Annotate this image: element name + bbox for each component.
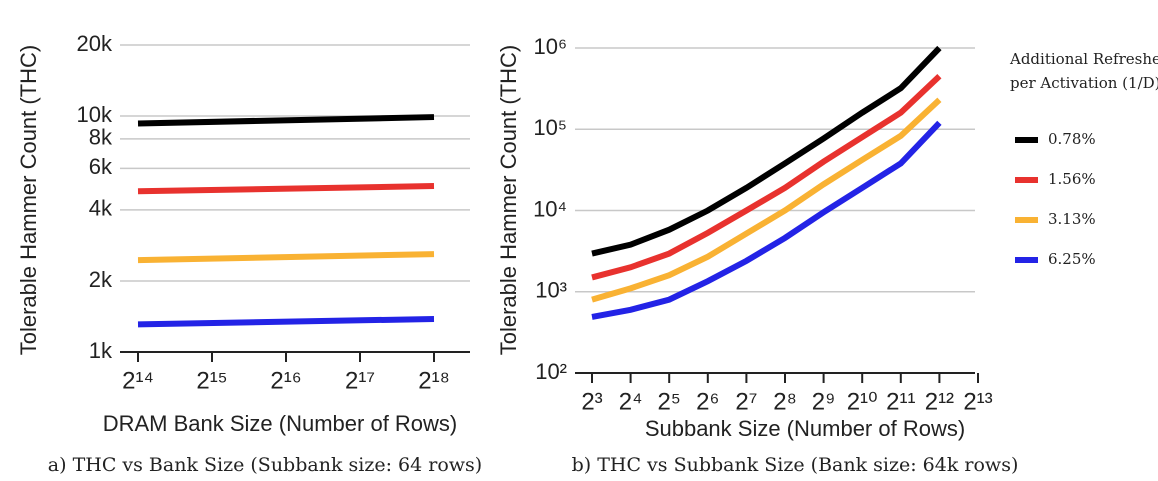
series-line: [137, 183, 435, 195]
x-tick-label: 2⁴: [619, 388, 643, 415]
y-tick-label: 6k: [89, 154, 113, 179]
y-tick-label: 10³: [535, 278, 567, 303]
series-line: [137, 251, 435, 264]
x-axis-label: DRAM Bank Size (Number of Rows): [103, 411, 458, 436]
x-tick-label: 2¹³: [963, 388, 992, 415]
series-line: [137, 114, 435, 127]
legend-label: 1.56%: [1048, 170, 1096, 188]
y-axis-label: Tolerable Hammer Count (THC): [16, 45, 41, 356]
x-tick-label: 2⁸: [773, 388, 796, 415]
y-tick-label: 10⁵: [533, 115, 567, 140]
y-tick-label: 10k: [77, 102, 113, 127]
x-tick-label: 2³: [581, 388, 602, 415]
chart-caption: b) THC vs Subbank Size (Bank size: 64k r…: [572, 454, 1019, 476]
series-line: [137, 315, 435, 328]
x-tick-label: 2⁷: [735, 388, 757, 415]
y-tick-label: 1k: [89, 338, 113, 363]
series-line: [591, 73, 942, 281]
y-tick-label: 8k: [89, 125, 113, 150]
x-tick-label: 2¹⁵: [196, 367, 227, 394]
x-axis-label: Subbank Size (Number of Rows): [645, 416, 965, 441]
y-tick-label: 20k: [77, 31, 113, 56]
legend-label: 0.78%: [1048, 130, 1096, 148]
y-tick-label: 10²: [535, 359, 567, 384]
series-line: [591, 45, 942, 257]
y-tick-label: 2k: [89, 267, 113, 292]
series-line: [591, 120, 942, 320]
legend-label: 6.25%: [1048, 250, 1096, 268]
legend-title: per Activation (1/D): [1010, 74, 1158, 92]
x-tick-label: 2¹⁷: [345, 367, 375, 394]
legend-title: Additional Refreshes: [1009, 50, 1158, 68]
y-tick-label: 10⁴: [533, 196, 567, 221]
x-tick-label: 2⁹: [812, 388, 836, 415]
y-axis-label: Tolerable Hammer Count (THC): [496, 45, 521, 356]
x-tick-label: 2¹⁰: [847, 388, 878, 415]
chart-caption: a) THC vs Bank Size (Subbank size: 64 ro…: [48, 454, 482, 476]
x-tick-label: 2¹⁸: [418, 367, 449, 394]
series-line: [591, 97, 942, 303]
x-tick-label: 2¹²: [925, 388, 954, 415]
x-tick-label: 2¹¹: [886, 388, 915, 415]
y-tick-label: 10⁶: [533, 34, 567, 59]
x-tick-label: 2⁶: [696, 388, 719, 415]
x-tick-label: 2⁵: [658, 388, 681, 415]
legend-label: 3.13%: [1048, 210, 1096, 228]
x-tick-label: 2¹⁶: [270, 367, 301, 394]
y-tick-label: 4k: [89, 196, 113, 221]
x-tick-label: 2¹⁴: [122, 367, 154, 394]
